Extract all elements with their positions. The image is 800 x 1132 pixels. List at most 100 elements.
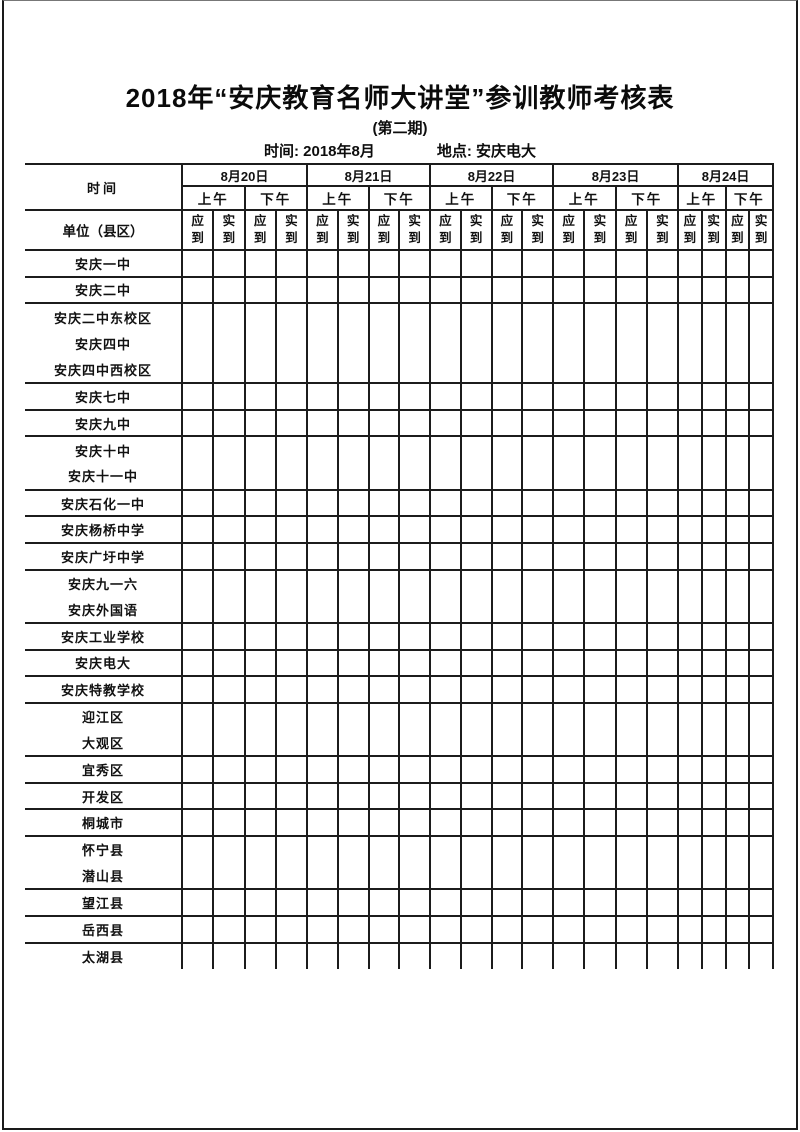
attendance-data-cell <box>243 250 277 278</box>
attendance-data-cell <box>552 543 586 571</box>
attendance-data-cell <box>274 702 309 730</box>
attendance-header-label: 应到 <box>253 214 267 245</box>
attendance-data-cell <box>645 889 680 918</box>
attendance-data-cell <box>552 809 586 838</box>
attendance-data-cell <box>459 756 493 784</box>
attendance-data-cell <box>700 383 727 411</box>
attendance-data-cell <box>398 862 432 891</box>
attendance-data-cell <box>243 836 277 863</box>
attendance-data-cell <box>212 622 246 651</box>
attendance-data-cell <box>583 622 617 651</box>
attendance-data-cell <box>180 862 215 891</box>
attendance-data-cell <box>614 809 648 838</box>
attendance-data-cell <box>398 383 432 411</box>
table-row: 安庆四中 <box>25 329 775 357</box>
attendance-data-cell <box>306 463 339 491</box>
attendance-data-cell <box>521 889 555 918</box>
attendance-data-cell <box>274 782 309 811</box>
attendance-header-label: 实到 <box>469 214 483 245</box>
attendance-data-cell <box>459 250 493 278</box>
attendance-data-cell <box>700 809 727 838</box>
attendance-data-cell <box>429 516 462 545</box>
attendance-data-cell <box>700 649 727 678</box>
attendance-data-cell <box>243 383 277 411</box>
table-row: 岳西县 <box>25 916 775 944</box>
attendance-data-cell <box>429 676 462 704</box>
attendance-data-cell <box>552 729 586 758</box>
attendance-data-cell <box>614 329 648 357</box>
attendance-data-cell <box>429 622 462 651</box>
attendance-data-cell <box>429 409 462 438</box>
attendance-data-cell <box>748 676 775 704</box>
table-row: 安庆特教学校 <box>25 676 775 704</box>
school-name-cell: 安庆广圩中学 <box>25 543 183 571</box>
attendance-header-cell: 应到 <box>180 210 215 251</box>
attendance-data-cell <box>724 329 751 357</box>
attendance-data-cell <box>583 596 617 624</box>
attendance-data-cell <box>490 916 524 944</box>
attendance-data-cell <box>490 782 524 811</box>
attendance-data-cell <box>700 489 727 518</box>
attendance-data-cell <box>306 489 339 518</box>
attendance-data-cell <box>367 250 401 278</box>
attendance-data-cell <box>398 676 432 704</box>
attendance-data-cell <box>429 250 462 278</box>
attendance-data-cell <box>521 383 555 411</box>
attendance-data-cell <box>490 276 524 305</box>
attendance-data-cell <box>367 463 401 491</box>
attendance-data-cell <box>398 756 432 784</box>
attendance-data-cell <box>677 569 703 597</box>
school-name-cell: 安庆九中 <box>25 409 183 438</box>
attendance-data-cell <box>677 463 703 491</box>
attendance-data-cell <box>552 649 586 678</box>
attendance-data-cell <box>700 622 727 651</box>
attendance-data-cell <box>677 356 703 385</box>
attendance-data-cell <box>459 809 493 838</box>
attendance-data-cell <box>367 942 401 970</box>
date-header-cell: 8月21日 <box>306 164 432 187</box>
attendance-data-cell <box>336 569 370 597</box>
attendance-data-cell <box>748 409 775 438</box>
date-header-cell: 8月20日 <box>180 164 309 187</box>
attendance-data-cell <box>645 649 680 678</box>
attendance-data-cell <box>398 836 432 863</box>
attendance-data-cell <box>521 436 555 464</box>
attendance-data-cell <box>552 436 586 464</box>
attendance-data-cell <box>645 463 680 491</box>
attendance-data-cell <box>724 436 751 464</box>
attendance-data-cell <box>429 782 462 811</box>
attendance-data-cell <box>724 516 751 545</box>
attendance-data-cell <box>398 356 432 385</box>
attendance-data-cell <box>677 676 703 704</box>
school-name-cell: 安庆一中 <box>25 250 183 278</box>
attendance-data-cell <box>724 463 751 491</box>
attendance-data-cell <box>336 489 370 518</box>
attendance-data-cell <box>398 463 432 491</box>
school-name-cell: 岳西县 <box>25 916 183 944</box>
attendance-data-cell <box>429 916 462 944</box>
attendance-data-cell <box>677 303 703 330</box>
school-name-cell: 安庆石化一中 <box>25 489 183 518</box>
attendance-data-cell <box>552 889 586 918</box>
school-name-cell: 迎江区 <box>25 702 183 730</box>
attendance-data-cell <box>645 862 680 891</box>
attendance-data-cell <box>677 889 703 918</box>
attendance-data-cell <box>243 489 277 518</box>
attendance-data-cell <box>677 383 703 411</box>
attendance-data-cell <box>336 676 370 704</box>
attendance-data-cell <box>748 756 775 784</box>
attendance-data-cell <box>677 250 703 278</box>
attendance-data-cell <box>180 516 215 545</box>
attendance-data-cell <box>306 942 339 970</box>
attendance-data-cell <box>306 702 339 730</box>
attendance-data-cell <box>700 916 727 944</box>
attendance-data-cell <box>583 916 617 944</box>
attendance-data-cell <box>614 569 648 597</box>
attendance-data-cell <box>336 862 370 891</box>
attendance-data-cell <box>367 356 401 385</box>
attendance-data-cell <box>700 276 727 305</box>
attendance-data-cell <box>180 756 215 784</box>
attendance-data-cell <box>429 329 462 357</box>
attendance-data-cell <box>724 676 751 704</box>
school-name-cell: 太湖县 <box>25 942 183 970</box>
